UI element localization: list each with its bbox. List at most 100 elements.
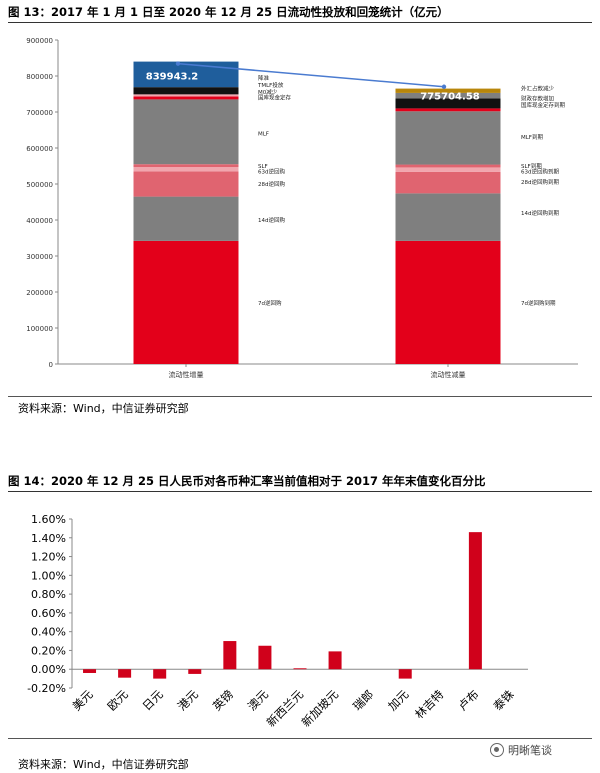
y-tick-label: -0.20% xyxy=(27,682,66,695)
x-tick-label: 欧元 xyxy=(105,687,132,714)
brand-text: 明晰笔谈 xyxy=(508,744,552,757)
bar-segment xyxy=(395,92,501,99)
segment-label: 7d逆回购到期 xyxy=(521,299,556,307)
bar-segment xyxy=(395,171,501,194)
total-label: 839943.2 xyxy=(146,72,199,83)
bar-segment xyxy=(395,240,501,364)
bar-segment xyxy=(133,240,239,364)
x-tick-label: 流动性减量 xyxy=(431,370,466,379)
y-tick-label: 700000 xyxy=(26,109,53,117)
segment-label: 国库现金定存到期 xyxy=(521,101,566,109)
bar-segment xyxy=(133,61,239,88)
segment-label: 外汇占款减少 xyxy=(521,85,555,93)
bar xyxy=(258,645,272,670)
bar-segment xyxy=(395,88,501,93)
x-tick-label: 英镑 xyxy=(210,687,236,713)
wechat-logo-icon xyxy=(490,743,504,757)
x-tick-label: 泰铢 xyxy=(490,687,517,714)
bar xyxy=(468,532,482,670)
y-tick-label: 200000 xyxy=(26,289,53,297)
y-tick-label: 800000 xyxy=(26,73,53,81)
x-tick-label: 日元 xyxy=(140,687,167,714)
segment-label: 63d逆回购 xyxy=(258,167,285,175)
bar xyxy=(153,669,167,679)
x-tick-label: 港元 xyxy=(175,687,202,714)
segment-label: 28d逆回购 xyxy=(258,180,285,188)
bar xyxy=(398,669,412,679)
segment-label: SLF xyxy=(258,164,268,170)
bar-segment xyxy=(395,111,501,165)
x-tick-label: 美元 xyxy=(69,687,96,714)
y-tick-label: 0.00% xyxy=(31,663,66,676)
total-label: 775704.58 xyxy=(420,91,480,102)
y-tick-label: 0.40% xyxy=(31,626,66,639)
y-tick-label: 600000 xyxy=(26,145,53,153)
bar-segment xyxy=(395,164,501,168)
x-tick-label: 澳元 xyxy=(245,687,272,714)
x-tick-label: 流动性增量 xyxy=(169,370,204,379)
segment-label: 63d逆回购到期 xyxy=(521,167,559,175)
bar-segment xyxy=(133,96,239,100)
segment-label: 降准 xyxy=(258,74,270,82)
bar-segment xyxy=(133,164,239,168)
y-tick-label: 900000 xyxy=(26,37,53,45)
bar-segment xyxy=(395,193,501,241)
figure14-top-rule xyxy=(8,491,592,492)
segment-label: TMLF投放 xyxy=(257,81,284,89)
fx-change-bar-chart: -0.20% 0.00% 0.20% 0.40% 0.60% 0.80% 1.00% 1.20… xyxy=(27,513,528,730)
figure14-source: 资料来源：Wind，中信证券研究部 xyxy=(18,758,189,771)
bar-segment xyxy=(133,94,239,97)
y-tick-label: 500000 xyxy=(26,181,53,189)
y-tick-label: 0 xyxy=(49,361,53,369)
segment-label: 14d逆回购到期 xyxy=(521,209,559,217)
bar-segment xyxy=(395,98,501,109)
segment-label: 14d逆回购 xyxy=(258,216,285,224)
figure13-bottom-rule xyxy=(8,396,592,397)
bar xyxy=(328,651,342,670)
bar-segment xyxy=(133,196,239,241)
x-tick-label: 卢布 xyxy=(455,687,481,713)
figure13-top-rule xyxy=(8,22,592,23)
bar xyxy=(223,641,237,670)
bar-segment xyxy=(133,167,239,172)
brand-watermark: 明晰笔谈 xyxy=(490,742,552,758)
x-tick-label: 加元 xyxy=(385,687,412,714)
liquidity-stacked-bar-chart: 0 100000 200000 300000 400000 500000 600000 700… xyxy=(26,37,578,379)
segment-label: 7d逆回购 xyxy=(258,299,282,307)
bar-segment xyxy=(133,87,239,95)
x-tick-label: 林吉特 xyxy=(412,687,447,722)
bar-segment xyxy=(395,167,501,172)
bar-segment xyxy=(133,171,239,197)
x-tick-label: 新西兰元 xyxy=(264,687,307,730)
y-tick-label: 100000 xyxy=(26,325,53,333)
y-tick-label: 0.20% xyxy=(31,644,66,657)
total-connector-line xyxy=(177,62,445,88)
bar xyxy=(118,669,132,678)
y-tick-label: 1.40% xyxy=(31,532,66,545)
segment-label: 财政存款增加 xyxy=(521,95,554,103)
y-tick-label: 400000 xyxy=(26,217,53,225)
bar xyxy=(83,669,97,673)
x-tick-label: 瑞郎 xyxy=(350,687,376,713)
y-tick-label: 1.00% xyxy=(31,569,66,582)
segment-label: SLF到期 xyxy=(521,163,542,170)
figure13-source: 资料来源：Wind，中信证券研究部 xyxy=(18,402,189,415)
figure13-title: 图 13：2017 年 1 月 1 日至 2020 年 12 月 25 日流动性… xyxy=(8,5,449,19)
segment-label: 国库现金定存 xyxy=(258,94,292,102)
total-point xyxy=(441,84,447,89)
bar xyxy=(188,669,202,674)
total-point xyxy=(175,61,181,66)
y-tick-label: 0.60% xyxy=(31,607,66,620)
segment-label: MLF到期 xyxy=(521,134,543,141)
bar-segment xyxy=(133,99,239,165)
segment-label: 28d逆回购到期 xyxy=(521,178,559,186)
y-tick-label: 300000 xyxy=(26,253,53,261)
figure14-title: 图 14：2020 年 12 月 25 日人民币对各币种汇率当前值相对于 201… xyxy=(8,474,486,488)
y-tick-label: 0.80% xyxy=(31,588,66,601)
figure14-bottom-rule xyxy=(8,738,592,739)
y-tick-label: 1.20% xyxy=(31,551,66,564)
x-tick-label: 新加坡元 xyxy=(299,687,342,730)
bar xyxy=(293,668,307,670)
segment-label: MLF xyxy=(258,132,269,138)
segment-label: M0减少 xyxy=(258,88,278,96)
